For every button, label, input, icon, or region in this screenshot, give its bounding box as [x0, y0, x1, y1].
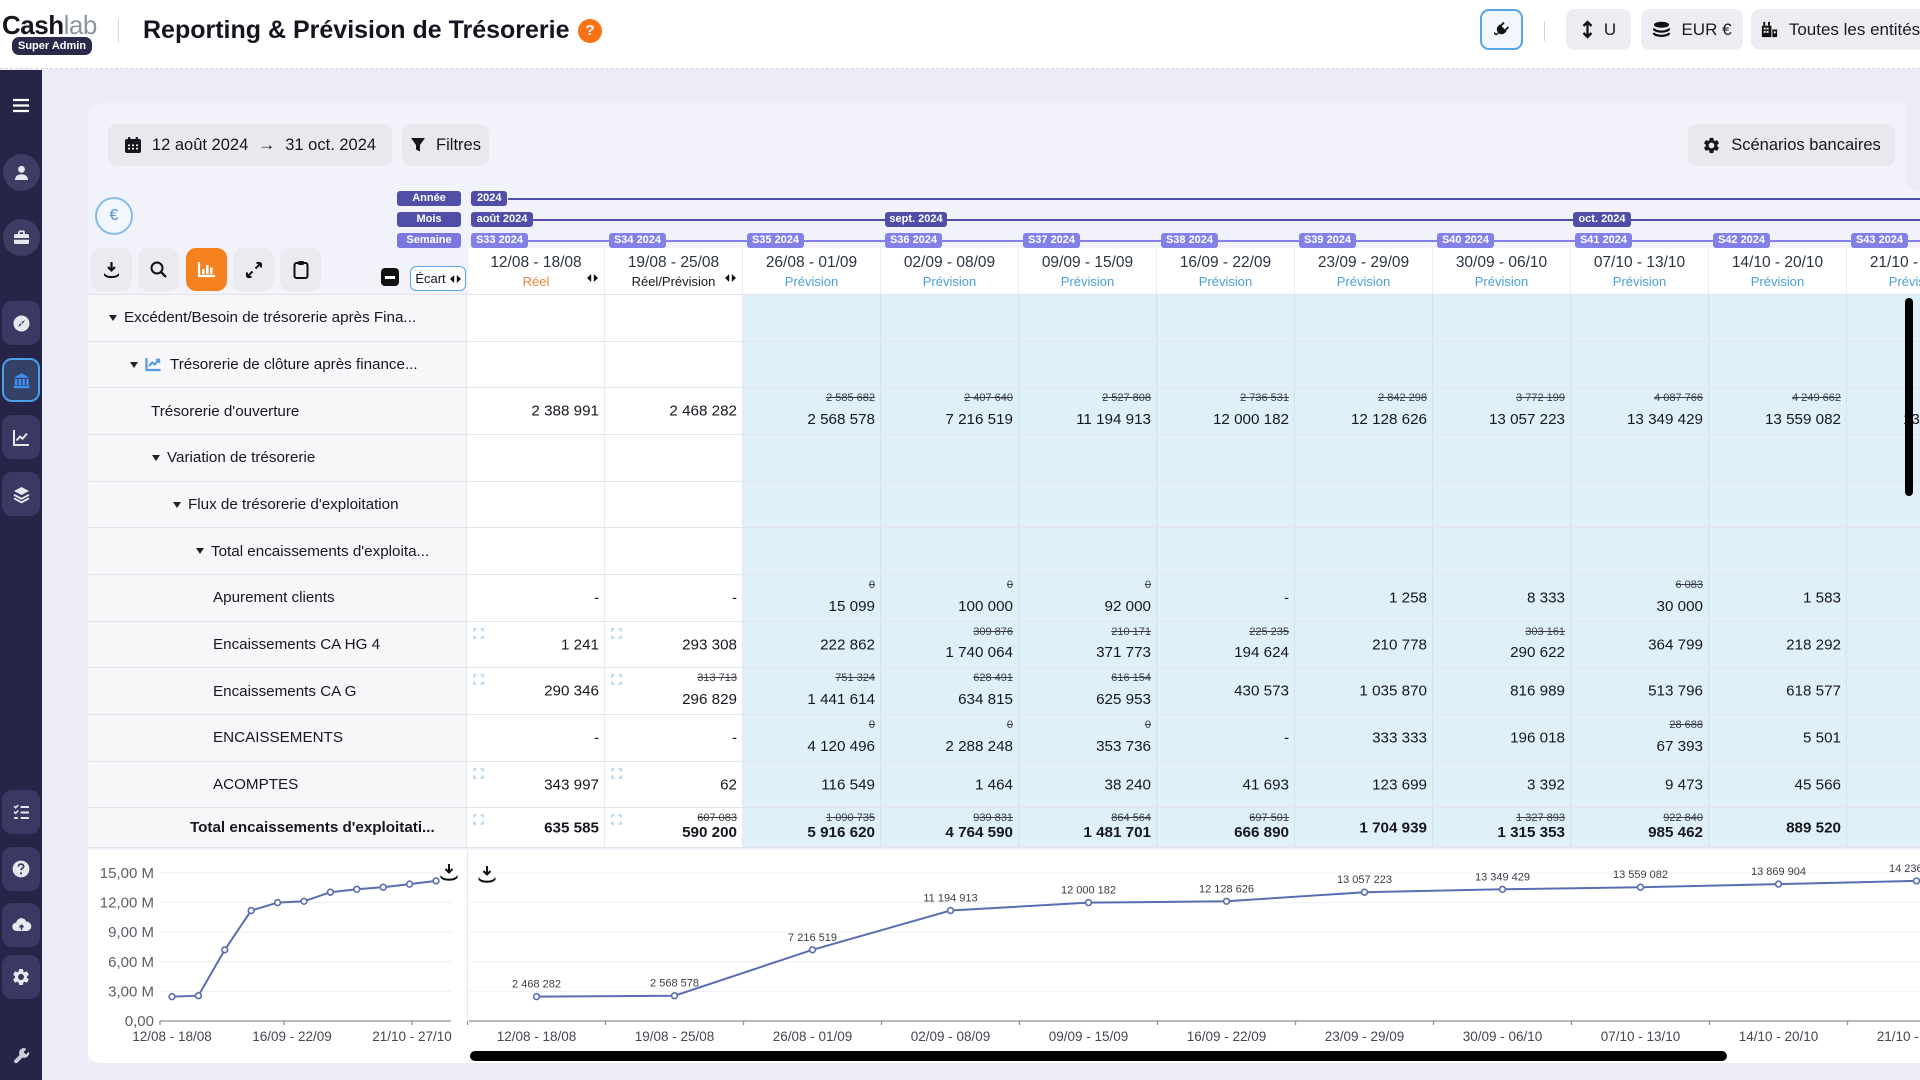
svg-text:13 559 082: 13 559 082 — [1613, 869, 1668, 881]
svg-text:12,00 M: 12,00 M — [100, 895, 154, 912]
svg-text:15,00 M: 15,00 M — [100, 865, 154, 882]
svg-text:12 128 626: 12 128 626 — [1199, 883, 1254, 895]
svg-text:02/09 - 08/09: 02/09 - 08/09 — [911, 1029, 991, 1044]
svg-text:16/09 - 22/09: 16/09 - 22/09 — [1187, 1029, 1267, 1044]
svg-text:21/10 - 27/10: 21/10 - 27/10 — [372, 1029, 452, 1044]
svg-text:14 236 314: 14 236 314 — [1889, 863, 1920, 875]
svg-text:2 568 578: 2 568 578 — [650, 978, 699, 990]
svg-text:12/08 - 18/08: 12/08 - 18/08 — [497, 1029, 577, 1044]
svg-text:9,00 M: 9,00 M — [108, 924, 154, 941]
svg-text:2 468 282: 2 468 282 — [512, 979, 561, 991]
svg-text:21/10 - 27/10: 21/10 - 27/10 — [1877, 1029, 1920, 1044]
svg-text:12 000 182: 12 000 182 — [1061, 885, 1116, 897]
svg-text:14/10 - 20/10: 14/10 - 20/10 — [1739, 1029, 1819, 1044]
svg-text:12/08 - 18/08: 12/08 - 18/08 — [132, 1029, 212, 1044]
svg-text:3,00 M: 3,00 M — [108, 983, 154, 1000]
svg-text:26/08 - 01/09: 26/08 - 01/09 — [773, 1029, 853, 1044]
svg-text:19/08 - 25/08: 19/08 - 25/08 — [635, 1029, 715, 1044]
svg-text:23/09 - 29/09: 23/09 - 29/09 — [1325, 1029, 1405, 1044]
svg-text:0,00: 0,00 — [125, 1013, 154, 1030]
svg-text:7 216 519: 7 216 519 — [788, 932, 837, 944]
svg-text:13 349 429: 13 349 429 — [1475, 871, 1530, 883]
svg-text:09/09 - 15/09: 09/09 - 15/09 — [1049, 1029, 1129, 1044]
svg-text:30/09 - 06/10: 30/09 - 06/10 — [1463, 1029, 1543, 1044]
svg-text:6,00 M: 6,00 M — [108, 954, 154, 971]
svg-text:11 194 913: 11 194 913 — [923, 893, 977, 905]
svg-text:07/10 - 13/10: 07/10 - 13/10 — [1601, 1029, 1681, 1044]
svg-text:16/09 - 22/09: 16/09 - 22/09 — [252, 1029, 332, 1044]
svg-text:13 057 223: 13 057 223 — [1337, 874, 1392, 886]
svg-text:13 869 904: 13 869 904 — [1751, 866, 1806, 878]
